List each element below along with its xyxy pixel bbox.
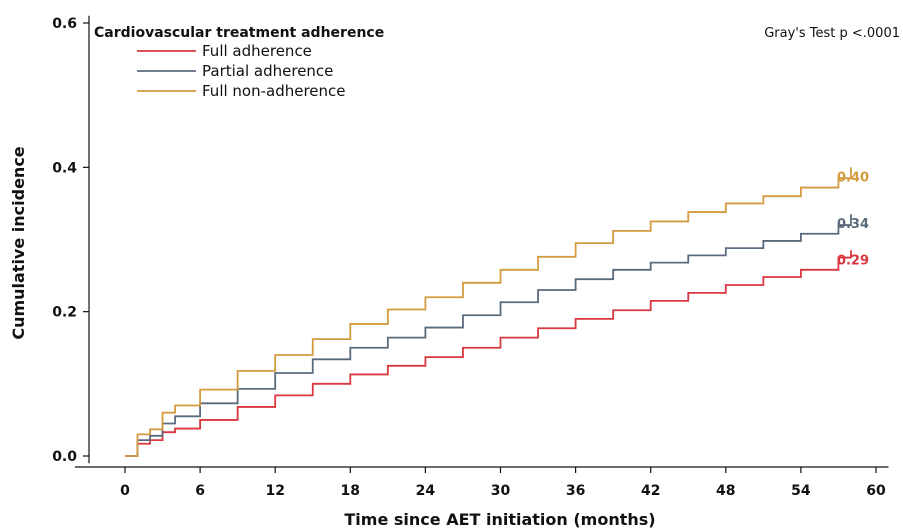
x-tick-label: 24 — [416, 483, 436, 499]
x-tick-label: 0 — [120, 483, 130, 499]
series-layer: 0.29 0.34 0.40 — [125, 167, 869, 457]
series-end-label: 0.29 — [837, 253, 869, 268]
axes: 0.0 0.2 0.4 0.6 0 6 12 18 24 30 36 42 48 54 60 — [52, 15, 889, 499]
x-tick-label: 18 — [341, 483, 360, 499]
grays-test-annotation: Gray's Test p <.0001 — [764, 26, 900, 41]
x-axis-title: Time since AET initiation (months) — [344, 510, 655, 529]
x-tick-label: 48 — [716, 483, 735, 499]
series-line-3 — [125, 167, 852, 457]
series-end-label: 0.34 — [837, 217, 869, 232]
legend-entries: Full adherence Partial adherence Full non-… — [137, 42, 346, 100]
x-tick-label: 30 — [491, 483, 511, 499]
legend-title: Cardiovascular treatment adherence — [94, 25, 384, 41]
x-tick-label: 12 — [265, 483, 284, 499]
legend-label: Full non-adherence — [202, 82, 346, 100]
legend-label: Partial adherence — [202, 62, 333, 80]
x-tick-label: 42 — [641, 483, 660, 499]
x-tick-label: 60 — [866, 483, 886, 499]
y-axis-title: Cumulative incidence — [9, 146, 28, 339]
legend: Cardiovascular treatment adherence Full … — [94, 25, 384, 100]
x-tick-label: 6 — [195, 483, 205, 499]
x-tick-label: 36 — [566, 483, 585, 499]
y-tick-label: 0.0 — [52, 449, 77, 465]
y-tick-label: 0.6 — [52, 16, 77, 32]
y-tick-label: 0.2 — [52, 305, 77, 321]
series-line-2 — [125, 214, 852, 457]
x-tick-label: 54 — [791, 483, 811, 499]
legend-label: Full adherence — [202, 42, 312, 60]
y-tick-label: 0.4 — [52, 160, 77, 176]
series-line-1 — [125, 250, 852, 457]
series-end-label: 0.40 — [837, 170, 869, 185]
